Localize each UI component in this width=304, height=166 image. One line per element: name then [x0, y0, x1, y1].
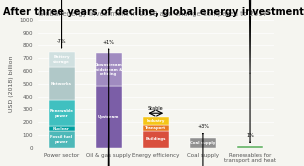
Bar [190, 137, 216, 148]
Text: Battery
storage: Battery storage [53, 55, 70, 64]
Text: After three years of decline, global energy investment stabilized in 2018: After three years of decline, global ene… [3, 7, 304, 17]
Text: Coal supply: Coal supply [190, 141, 216, 145]
Bar [143, 125, 169, 131]
Text: Renewable
power: Renewable power [50, 109, 74, 118]
Bar [49, 67, 74, 100]
Text: +3%: +3% [197, 124, 209, 129]
Y-axis label: USD (2018) billion: USD (2018) billion [9, 56, 14, 112]
Text: Stable: Stable [148, 106, 164, 111]
Bar [49, 100, 74, 126]
Bar [237, 146, 263, 148]
Text: +1%: +1% [103, 40, 115, 45]
Text: Buildings: Buildings [146, 137, 166, 141]
Text: Global energy investment in 2018 and change compared to 2017: Global energy investment in 2018 and cha… [38, 11, 267, 17]
Text: Networks: Networks [51, 82, 72, 86]
Bar [49, 52, 74, 67]
Text: Industry: Industry [147, 119, 165, 123]
Text: Transport: Transport [145, 126, 166, 130]
Text: Upstream: Upstream [98, 115, 119, 119]
Text: Nuclear: Nuclear [53, 126, 70, 131]
Bar [96, 86, 122, 148]
Text: 1%: 1% [246, 133, 254, 138]
Text: Fossil fuel
power: Fossil fuel power [50, 135, 73, 144]
Text: -7%: -7% [57, 39, 66, 43]
Bar [143, 117, 169, 125]
Bar [49, 126, 74, 131]
Text: Downstream
midstream &
refining: Downstream midstream & refining [95, 63, 123, 76]
Bar [96, 53, 122, 86]
Bar [49, 131, 74, 148]
Bar [143, 131, 169, 148]
